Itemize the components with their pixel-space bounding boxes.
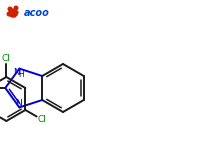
Circle shape [14,6,18,10]
Text: N: N [15,99,22,108]
Circle shape [8,7,12,11]
Circle shape [7,12,11,16]
Text: acoo: acoo [24,8,50,18]
Text: Cl: Cl [37,115,46,124]
Text: Cl: Cl [2,53,11,63]
Polygon shape [9,9,18,17]
Text: H: H [19,70,24,79]
Text: N: N [13,68,20,77]
